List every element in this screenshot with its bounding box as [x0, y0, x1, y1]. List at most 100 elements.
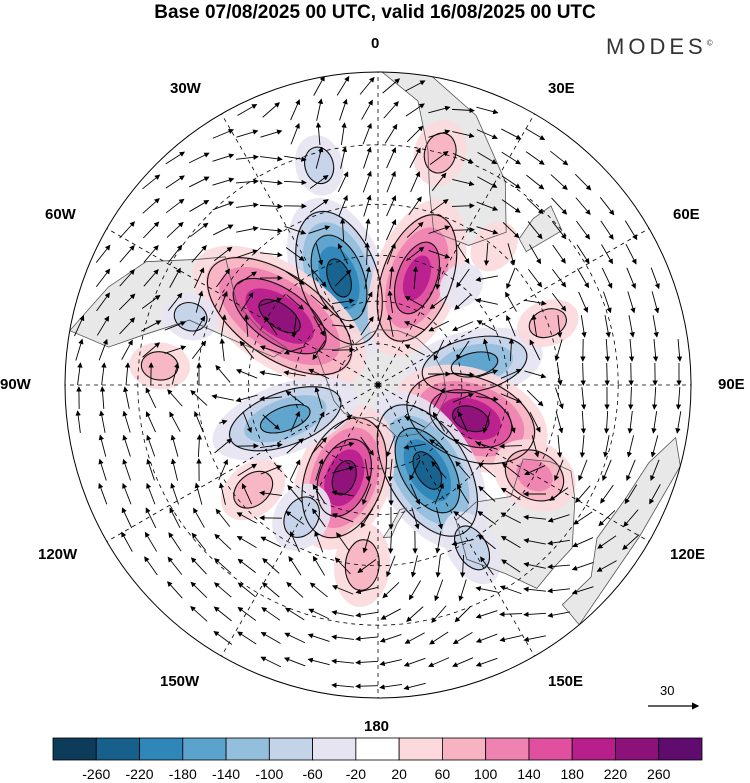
wind-vector-98 — [406, 221, 424, 238]
wind-vector-472 — [355, 635, 378, 642]
contour-layer — [140, 132, 567, 591]
wind-vector-424 — [435, 555, 441, 578]
wind-vector-149 — [528, 268, 543, 288]
wind-vector-327 — [260, 465, 283, 475]
wind-vector-11 — [383, 101, 399, 119]
wind-vector-177 — [627, 291, 636, 314]
wind-vector-446 — [499, 585, 522, 595]
positive-anomaly-south-pacific-contour-3 — [316, 438, 372, 517]
wind-vector-54 — [309, 174, 329, 189]
wind-vector-301 — [214, 438, 233, 454]
wind-vector-305 — [311, 437, 327, 455]
wind-vector-15 — [476, 106, 499, 115]
wind-vector-431 — [596, 560, 617, 572]
wind-vector-285 — [432, 411, 445, 432]
wind-vector-343 — [650, 459, 660, 482]
wind-vector-197 — [505, 315, 516, 337]
wind-vector-289 — [529, 411, 541, 433]
wind-vector-119 — [364, 242, 370, 266]
wind-vector-283 — [334, 414, 353, 430]
wind-vector-443 — [434, 579, 444, 602]
wind-vector-188 — [291, 315, 297, 338]
wind-vector-345 — [122, 482, 132, 505]
wind-vector-486 — [403, 657, 426, 667]
wind-vector-227 — [676, 339, 683, 362]
wind-vector-115 — [260, 252, 283, 258]
negative-anomaly-east-pacific-contour-3 — [259, 403, 311, 434]
negative-anomaly-indian-ocean-contour-1 — [421, 335, 528, 394]
legend-tick-label: -140 — [212, 766, 241, 782]
brand-text: MODES — [606, 34, 707, 59]
wind-vector-439 — [331, 585, 354, 595]
wind-vector-342 — [626, 459, 636, 482]
wind-vector-216 — [404, 344, 425, 356]
wind-vector-194 — [428, 320, 450, 332]
lon-label-90e: 90E — [718, 376, 745, 393]
legend-tick-label: -260 — [82, 766, 111, 782]
wind-vector-74 — [338, 194, 348, 217]
wind-vector-287 — [482, 411, 491, 434]
lon-label-60w: 60W — [45, 206, 76, 223]
wind-vector-161 — [240, 291, 254, 312]
wind-vector-60 — [452, 179, 475, 187]
wind-vector-468 — [260, 632, 281, 644]
wind-vector-440 — [355, 586, 378, 595]
wind-vector-80 — [476, 201, 499, 211]
wind-vector-392 — [168, 532, 182, 552]
lon-label-180: 180 — [364, 718, 390, 735]
wind-vector-448 — [547, 588, 570, 594]
wind-vector-190 — [331, 323, 355, 330]
wind-vector-169 — [429, 294, 449, 310]
wind-vector-361 — [500, 487, 521, 501]
wind-vector-68 — [189, 199, 210, 212]
wind-vector-334 — [431, 460, 447, 479]
wind-vector-348 — [194, 482, 203, 505]
legend-swatch-14 — [658, 737, 703, 761]
legend-swatch-1 — [95, 737, 140, 761]
indonesia-landmass — [562, 437, 681, 625]
wind-vector-105 — [576, 220, 591, 240]
wind-vector-320 — [98, 458, 107, 481]
wind-vector-139 — [285, 271, 305, 285]
wind-vector-337 — [501, 462, 520, 478]
wind-vector-187 — [264, 316, 278, 336]
wind-vector-417 — [262, 558, 280, 574]
wind-vector-58 — [410, 171, 421, 193]
wind-vector-384 — [500, 512, 521, 524]
wind-vector-275 — [145, 411, 156, 433]
wind-vector-24 — [406, 125, 424, 143]
wind-vector-306 — [332, 441, 355, 450]
wind-vector-276 — [169, 411, 181, 432]
legend-tick-label: 20 — [391, 766, 407, 782]
wind-vector-372 — [215, 508, 231, 527]
wind-vector-317 — [603, 435, 610, 458]
wind-vector-347 — [170, 482, 180, 505]
wind-vector-61 — [477, 176, 498, 188]
wind-vector-75 — [363, 194, 372, 217]
wind-vector-208 — [164, 345, 187, 354]
wind-vector-192 — [387, 314, 394, 337]
wind-vector-457 — [355, 611, 378, 618]
wind-vector-86 — [119, 221, 136, 239]
wind-vector-111 — [167, 244, 183, 263]
wind-vector-271 — [675, 386, 682, 410]
wind-vector-411 — [622, 534, 640, 550]
wind-vector-398 — [314, 530, 324, 553]
wind-vector-244 — [556, 363, 563, 386]
wind-vector-369 — [145, 507, 157, 529]
wind-vector-243 — [524, 370, 547, 379]
legend-swatch-4 — [225, 737, 270, 761]
wind-vector-454 — [284, 607, 305, 621]
color-legend — [52, 737, 703, 761]
wind-vector-394 — [214, 533, 232, 550]
wind-vector-313 — [499, 443, 523, 449]
wind-vector-35 — [284, 155, 307, 162]
wind-vector-40 — [409, 147, 421, 168]
wind-vector-242 — [500, 368, 522, 379]
wind-vector-10 — [361, 99, 373, 120]
wind-vector-50 — [212, 177, 235, 186]
wind-vector-312 — [475, 441, 498, 450]
wind-vector-470 — [307, 633, 330, 642]
wind-vector-409 — [572, 537, 594, 548]
positive-anomaly-south-america-level-5 — [258, 299, 301, 334]
